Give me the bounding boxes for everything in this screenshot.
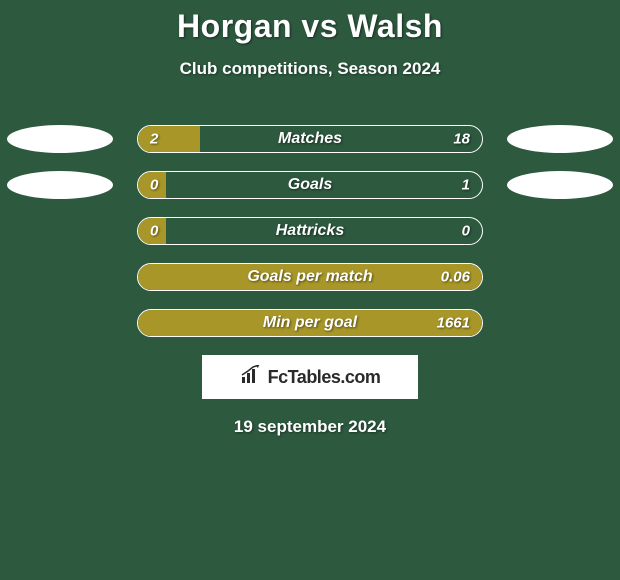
- stat-row: Goals per match0.06: [0, 263, 620, 291]
- stat-right-value: 1: [462, 177, 470, 194]
- date-text: 19 september 2024: [0, 417, 620, 437]
- stat-bar: 0Goals1: [137, 171, 483, 199]
- stat-label: Min per goal: [138, 314, 482, 332]
- player-left-ellipse: [7, 171, 113, 199]
- player-left-ellipse: [7, 125, 113, 153]
- logo-box: FcTables.com: [202, 355, 418, 399]
- ellipse-spacer: [507, 309, 613, 337]
- stat-bar: Min per goal1661: [137, 309, 483, 337]
- stat-label: Goals: [138, 176, 482, 194]
- stat-label: Goals per match: [138, 268, 482, 286]
- ellipse-spacer: [507, 263, 613, 291]
- stat-right-value: 1661: [437, 315, 470, 332]
- page-subtitle: Club competitions, Season 2024: [0, 59, 620, 79]
- comparison-card: Horgan vs Walsh Club competitions, Seaso…: [0, 0, 620, 437]
- stat-row: 0Hattricks0: [0, 217, 620, 245]
- chart-icon: [240, 365, 262, 390]
- page-title: Horgan vs Walsh: [0, 8, 620, 45]
- player-right-ellipse: [507, 125, 613, 153]
- stat-right-value: 18: [453, 131, 470, 148]
- ellipse-spacer: [7, 263, 113, 291]
- stat-bar: 0Hattricks0: [137, 217, 483, 245]
- stat-row: 2Matches18: [0, 125, 620, 153]
- ellipse-spacer: [7, 309, 113, 337]
- stat-label: Matches: [138, 130, 482, 148]
- stats-area: 2Matches180Goals10Hattricks0Goals per ma…: [0, 125, 620, 337]
- logo-text: FcTables.com: [268, 367, 381, 388]
- stat-bar: 2Matches18: [137, 125, 483, 153]
- stat-right-value: 0: [462, 223, 470, 240]
- stat-right-value: 0.06: [441, 269, 470, 286]
- ellipse-spacer: [7, 217, 113, 245]
- stat-bar: Goals per match0.06: [137, 263, 483, 291]
- stat-row: Min per goal1661: [0, 309, 620, 337]
- ellipse-spacer: [507, 217, 613, 245]
- stat-label: Hattricks: [138, 222, 482, 240]
- player-right-ellipse: [507, 171, 613, 199]
- stat-row: 0Goals1: [0, 171, 620, 199]
